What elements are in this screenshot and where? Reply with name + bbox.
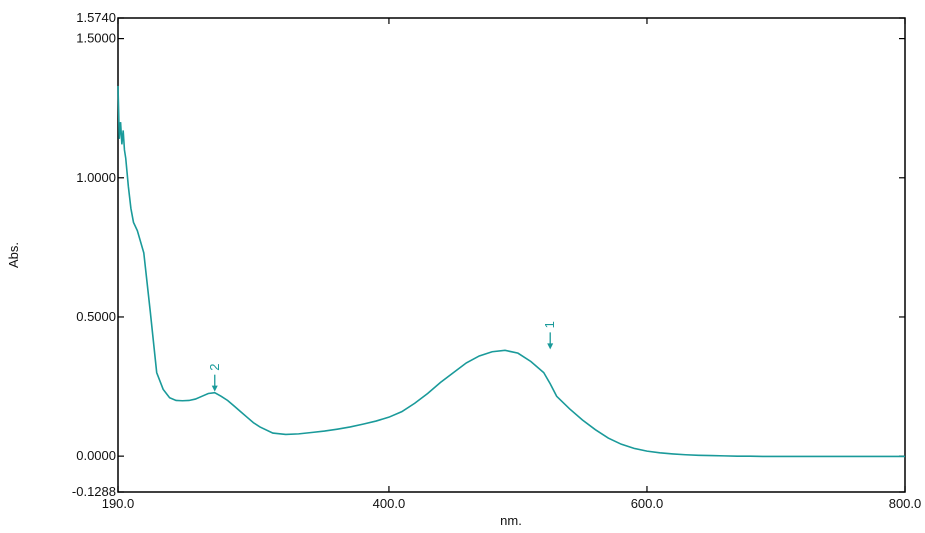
y-tick-label: 1.5740 [76,10,116,25]
y-tick-label: 1.0000 [76,170,116,185]
peak-label: 1 [542,321,557,328]
y-tick-label: 0.5000 [76,309,116,324]
tick-labels: 190.0 400.0 600.0 800.0 1.5740 1.5000 1.0000 0.… [72,10,921,511]
x-tick-label: 600.0 [631,496,664,511]
peak-markers: 12 [207,321,557,392]
x-axis-title: nm. [500,513,522,528]
peak-marker-2: 2 [207,363,222,392]
peak-label: 2 [207,363,222,370]
x-tick-label: 800.0 [889,496,922,511]
peak-arrow-head [547,343,554,350]
x-tick-label: 190.0 [102,496,135,511]
y-tick-label: 1.5000 [76,31,116,46]
y-axis-title: Abs. [6,242,21,268]
y-tick-label: 0.0000 [76,448,116,463]
peak-arrow-head [211,385,218,392]
y-tick-label: -0.1288 [72,484,116,499]
x-tick-label: 400.0 [373,496,406,511]
plot-frame [117,17,906,493]
peak-marker-1: 1 [542,321,557,350]
absorbance-series-line [117,85,905,458]
axis-ticks [117,17,906,493]
